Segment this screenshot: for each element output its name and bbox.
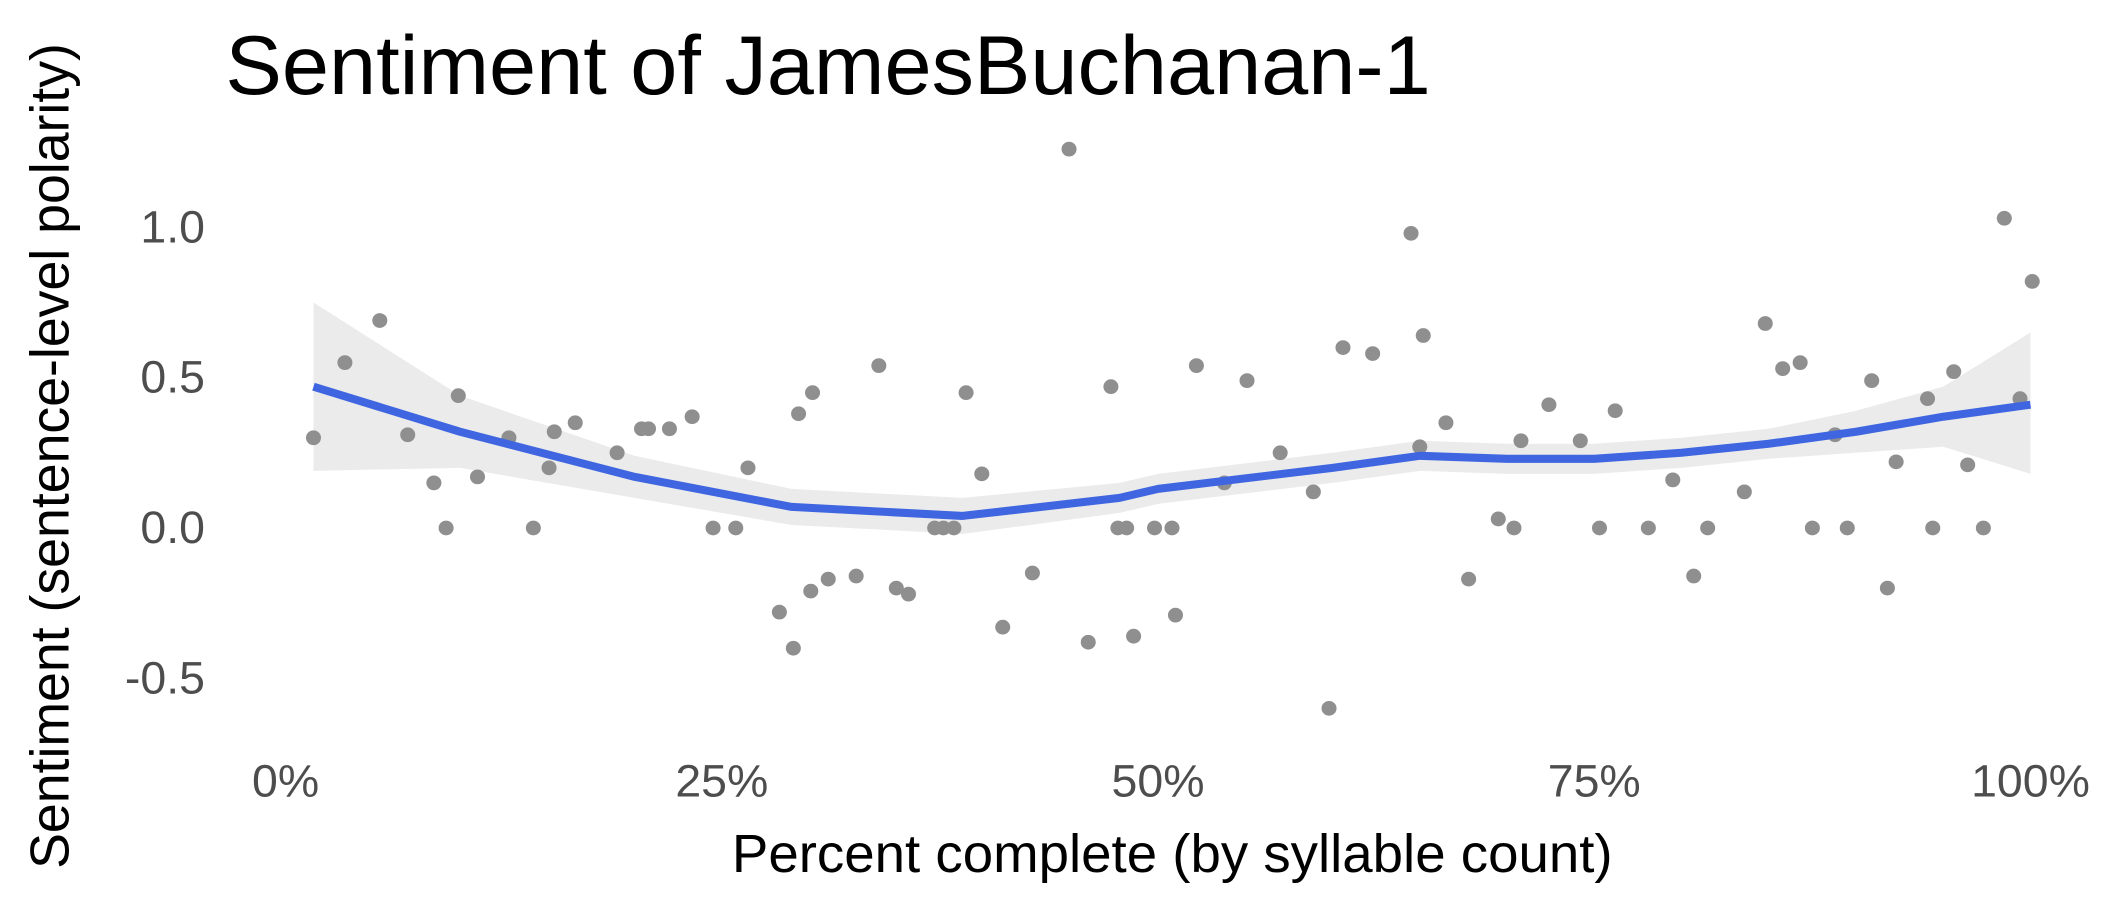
data-point (640, 421, 657, 437)
data-point (785, 640, 801, 656)
data-point (728, 520, 744, 536)
data-point (995, 619, 1011, 635)
y-tick-label: 0.5 (140, 351, 205, 403)
data-point (803, 583, 819, 599)
data-point (1438, 415, 1454, 431)
data-point (1335, 340, 1351, 355)
chart-title: Sentiment of JamesBuchanan-1 (225, 19, 1430, 112)
data-point (1272, 445, 1288, 461)
data-point (1925, 520, 1941, 536)
data-point (958, 385, 974, 401)
data-point (1864, 373, 1880, 389)
y-tick-label: 1.0 (140, 201, 205, 253)
data-point (1839, 520, 1855, 536)
data-point (1946, 364, 1962, 380)
data-point (525, 520, 541, 536)
data-point (1188, 358, 1204, 373)
data-point (2024, 274, 2040, 289)
data-point (1119, 520, 1135, 536)
data-point (1415, 328, 1431, 343)
data-point (1541, 397, 1557, 413)
data-point (1591, 520, 1608, 536)
data-point (1461, 571, 1477, 587)
data-point (705, 520, 721, 536)
data-point (820, 571, 836, 587)
data-point (1700, 520, 1716, 536)
data-point (337, 355, 353, 370)
data-point (684, 409, 700, 425)
data-point (1757, 316, 1773, 331)
data-point (1147, 520, 1163, 536)
data-point (1640, 520, 1656, 536)
data-point (771, 604, 787, 620)
data-point (1888, 454, 1904, 470)
data-point (1490, 511, 1506, 527)
data-point (1412, 439, 1428, 455)
data-point (1061, 141, 1077, 157)
data-point (791, 406, 807, 422)
x-tick-label: 75% (1548, 755, 1641, 807)
data-point (1804, 520, 1820, 536)
data-point (935, 520, 951, 536)
data-point (1996, 210, 2012, 226)
data-point (974, 466, 990, 482)
data-point (1164, 520, 1180, 536)
data-point (1103, 379, 1119, 395)
data-point (546, 424, 562, 440)
data-point (1686, 568, 1702, 584)
data-point (805, 385, 821, 401)
y-tick-label: -0.5 (125, 652, 205, 704)
data-point (1506, 520, 1522, 536)
data-point (541, 460, 557, 476)
data-point (848, 568, 864, 584)
data-point (1960, 457, 1976, 473)
x-tick-label: 0% (252, 755, 319, 807)
data-point (1126, 628, 1142, 644)
data-point (1736, 484, 1752, 500)
data-point (1792, 355, 1808, 370)
data-point (450, 388, 466, 404)
x-tick-label: 25% (675, 755, 768, 807)
data-point (469, 469, 486, 485)
data-point (946, 520, 962, 536)
y-tick-label: 0.0 (140, 501, 205, 553)
data-point (609, 445, 625, 461)
data-point (438, 520, 454, 536)
y-axis-label: Sentiment (sentence-level polarity) (20, 43, 81, 869)
data-point (1879, 580, 1895, 596)
x-tick-label: 50% (1112, 755, 1205, 807)
data-point (1975, 520, 1991, 536)
data-point (1024, 565, 1040, 581)
data-point (1167, 607, 1183, 623)
data-point (1365, 346, 1381, 361)
data-point (426, 475, 442, 491)
data-point (1513, 433, 1529, 449)
data-point (1665, 472, 1681, 488)
data-point (372, 313, 388, 328)
x-axis-label: Percent complete (by syllable count) (732, 824, 1613, 883)
data-point (1321, 700, 1337, 716)
smooth-line (312, 382, 2032, 520)
data-point (1607, 403, 1623, 419)
data-point (1305, 484, 1321, 500)
data-point (1080, 634, 1096, 650)
data-point (400, 427, 416, 443)
data-point (1403, 225, 1419, 241)
data-point (888, 580, 904, 596)
data-point (871, 358, 887, 373)
data-point (1572, 433, 1588, 449)
data-point (900, 586, 917, 602)
data-point (740, 460, 756, 476)
data-point (567, 415, 583, 431)
data-point (305, 430, 322, 446)
data-point (1239, 373, 1255, 389)
data-point (1775, 361, 1791, 376)
x-tick-label: 100% (1971, 755, 2090, 807)
data-point (661, 421, 677, 437)
data-point (1920, 391, 1936, 407)
